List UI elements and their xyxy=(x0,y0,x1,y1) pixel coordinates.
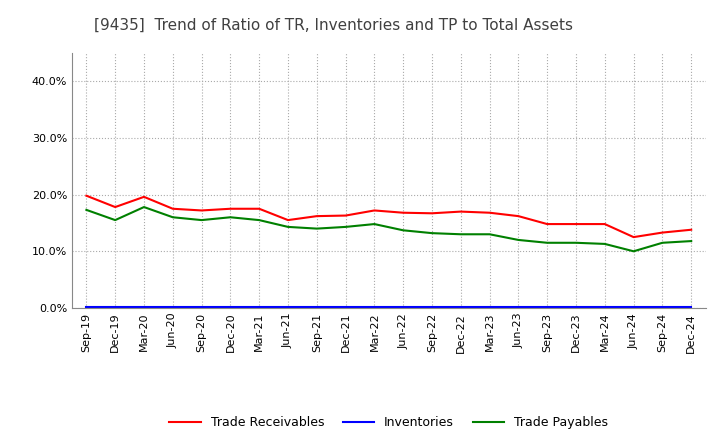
Inventories xyxy=(284,304,292,309)
Inventories xyxy=(629,304,638,309)
Trade Receivables xyxy=(370,208,379,213)
Trade Receivables xyxy=(485,210,494,215)
Trade Payables xyxy=(687,238,696,244)
Inventories xyxy=(543,304,552,309)
Inventories xyxy=(312,304,321,309)
Inventories xyxy=(140,304,148,309)
Trade Receivables xyxy=(197,208,206,213)
Trade Payables xyxy=(600,241,609,246)
Trade Payables xyxy=(514,237,523,242)
Inventories xyxy=(82,304,91,309)
Trade Receivables xyxy=(111,205,120,210)
Trade Payables xyxy=(456,231,465,237)
Trade Payables xyxy=(658,240,667,246)
Trade Receivables xyxy=(226,206,235,211)
Trade Receivables xyxy=(514,213,523,219)
Trade Payables xyxy=(168,215,177,220)
Inventories xyxy=(600,304,609,309)
Trade Receivables xyxy=(255,206,264,211)
Trade Receivables xyxy=(168,206,177,211)
Inventories xyxy=(658,304,667,309)
Inventories xyxy=(514,304,523,309)
Trade Receivables xyxy=(140,194,148,199)
Trade Payables xyxy=(111,217,120,223)
Inventories xyxy=(255,304,264,309)
Trade Payables xyxy=(485,231,494,237)
Inventories xyxy=(687,304,696,309)
Trade Receivables xyxy=(284,217,292,223)
Trade Receivables xyxy=(600,221,609,227)
Trade Receivables xyxy=(543,221,552,227)
Trade Payables xyxy=(82,207,91,213)
Line: Trade Receivables: Trade Receivables xyxy=(86,196,691,237)
Trade Payables xyxy=(140,205,148,210)
Trade Payables xyxy=(312,226,321,231)
Trade Payables xyxy=(572,240,580,246)
Inventories xyxy=(456,304,465,309)
Trade Receivables xyxy=(341,213,350,218)
Trade Receivables xyxy=(456,209,465,214)
Inventories xyxy=(197,304,206,309)
Inventories xyxy=(428,304,436,309)
Trade Payables xyxy=(255,217,264,223)
Trade Payables xyxy=(543,240,552,246)
Trade Receivables xyxy=(428,211,436,216)
Trade Receivables xyxy=(399,210,408,215)
Trade Payables xyxy=(428,231,436,236)
Inventories xyxy=(485,304,494,309)
Inventories xyxy=(399,304,408,309)
Inventories xyxy=(572,304,580,309)
Line: Trade Payables: Trade Payables xyxy=(86,207,691,251)
Trade Receivables xyxy=(82,193,91,198)
Trade Payables xyxy=(197,217,206,223)
Trade Payables xyxy=(629,249,638,254)
Trade Payables xyxy=(370,221,379,227)
Trade Receivables xyxy=(658,230,667,235)
Trade Payables xyxy=(341,224,350,230)
Inventories xyxy=(226,304,235,309)
Trade Receivables xyxy=(687,227,696,232)
Inventories xyxy=(370,304,379,309)
Trade Payables xyxy=(226,215,235,220)
Inventories xyxy=(111,304,120,309)
Trade Receivables xyxy=(312,213,321,219)
Trade Payables xyxy=(284,224,292,230)
Legend: Trade Receivables, Inventories, Trade Payables: Trade Receivables, Inventories, Trade Pa… xyxy=(164,411,613,434)
Inventories xyxy=(341,304,350,309)
Inventories xyxy=(168,304,177,309)
Trade Payables xyxy=(399,227,408,233)
Text: [9435]  Trend of Ratio of TR, Inventories and TP to Total Assets: [9435] Trend of Ratio of TR, Inventories… xyxy=(94,18,572,33)
Trade Receivables xyxy=(629,235,638,240)
Trade Receivables xyxy=(572,221,580,227)
